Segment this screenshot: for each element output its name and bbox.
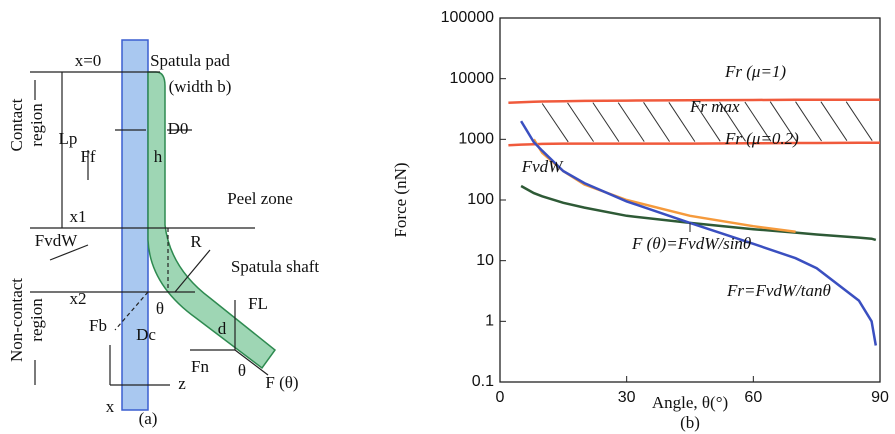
annotation: Fr max [689, 97, 740, 116]
diagram-label: F (θ) [265, 373, 298, 392]
diagram-label: (width b) [169, 77, 232, 96]
hatch-line [592, 102, 620, 142]
diagram-label: Ff [80, 147, 95, 166]
diagram-label: d [218, 319, 227, 338]
x-tick-label: 60 [744, 389, 762, 406]
x-tick-label: 90 [871, 389, 889, 406]
diagram-label: (a) [139, 409, 158, 428]
substrate [121, 39, 149, 411]
panel-label: (b) [680, 413, 700, 432]
diagram-label: FvdW [35, 231, 78, 250]
diagram-label: z [178, 374, 186, 393]
hatch-line [567, 102, 594, 142]
diagram-label: Non-contact [7, 278, 26, 362]
hatch-line [693, 101, 721, 142]
diagram-label: h [154, 147, 163, 166]
hatch-line [769, 101, 797, 142]
series-label: Fr (μ=1) [724, 62, 786, 81]
y-tick-label: 0.1 [472, 373, 494, 390]
arrow [49, 244, 89, 261]
diagram-label: Peel zone [227, 189, 293, 208]
x-tick-label: 30 [618, 389, 636, 406]
diagram-label: Contact [7, 98, 26, 151]
diagram-label: D0 [168, 119, 189, 138]
diagram-label: x2 [70, 289, 87, 308]
series-label: Fr=FvdW/tanθ [726, 281, 831, 300]
radius [174, 249, 211, 293]
spatula [147, 71, 277, 370]
diagram-label: Fb [89, 316, 107, 335]
x-axis-label: Angle, θ(°) [652, 393, 728, 412]
diagram-label: Spatula shaft [231, 257, 320, 276]
y-axis-label: Force (nN) [391, 162, 410, 237]
diagram-label: region [27, 103, 46, 147]
y-tick-label: 100 [467, 191, 494, 208]
diagram-label: Fn [191, 357, 209, 376]
diagram-label: θ [156, 299, 164, 318]
series-line [532, 138, 796, 233]
hatch-line [541, 103, 569, 143]
diagram-label: x [106, 397, 115, 416]
hatch [541, 101, 873, 143]
diagram-label: x=0 [75, 51, 102, 70]
hatch-line [744, 101, 772, 142]
y-tick-label: 10000 [450, 70, 495, 87]
hatch-line [668, 102, 696, 142]
diagram-label: FL [248, 294, 268, 313]
hatch-line [719, 101, 746, 142]
series-line [520, 184, 877, 242]
diagram-label: Lp [59, 129, 78, 148]
diagram-label: Dc [136, 325, 156, 344]
diagram-label: x1 [70, 207, 87, 226]
diagram-label: θ [238, 361, 246, 380]
diagram [30, 39, 277, 411]
arrow [234, 349, 269, 376]
hatch-line [820, 101, 848, 141]
series-line [508, 141, 880, 147]
series-label: FvdW [521, 157, 564, 176]
diagram-label: R [190, 232, 202, 251]
y-tick-label: 100000 [441, 9, 494, 26]
hatch-line [617, 102, 645, 142]
hatch-line [643, 102, 670, 142]
diagram-label: region [27, 298, 46, 342]
y-tick-label: 1000 [458, 131, 494, 148]
hatch-line [845, 101, 873, 141]
dash [114, 291, 149, 331]
series-label: F (θ)=FvdW/sinθ [631, 234, 751, 253]
hatch-line [795, 101, 822, 142]
diagram-label: Spatula pad [150, 51, 230, 70]
series-label: Fr (μ=0.2) [724, 129, 799, 148]
series-line [508, 98, 880, 105]
x-tick-label: 0 [496, 389, 505, 406]
y-tick-label: 1 [485, 313, 494, 330]
y-tick-label: 10 [476, 252, 494, 269]
